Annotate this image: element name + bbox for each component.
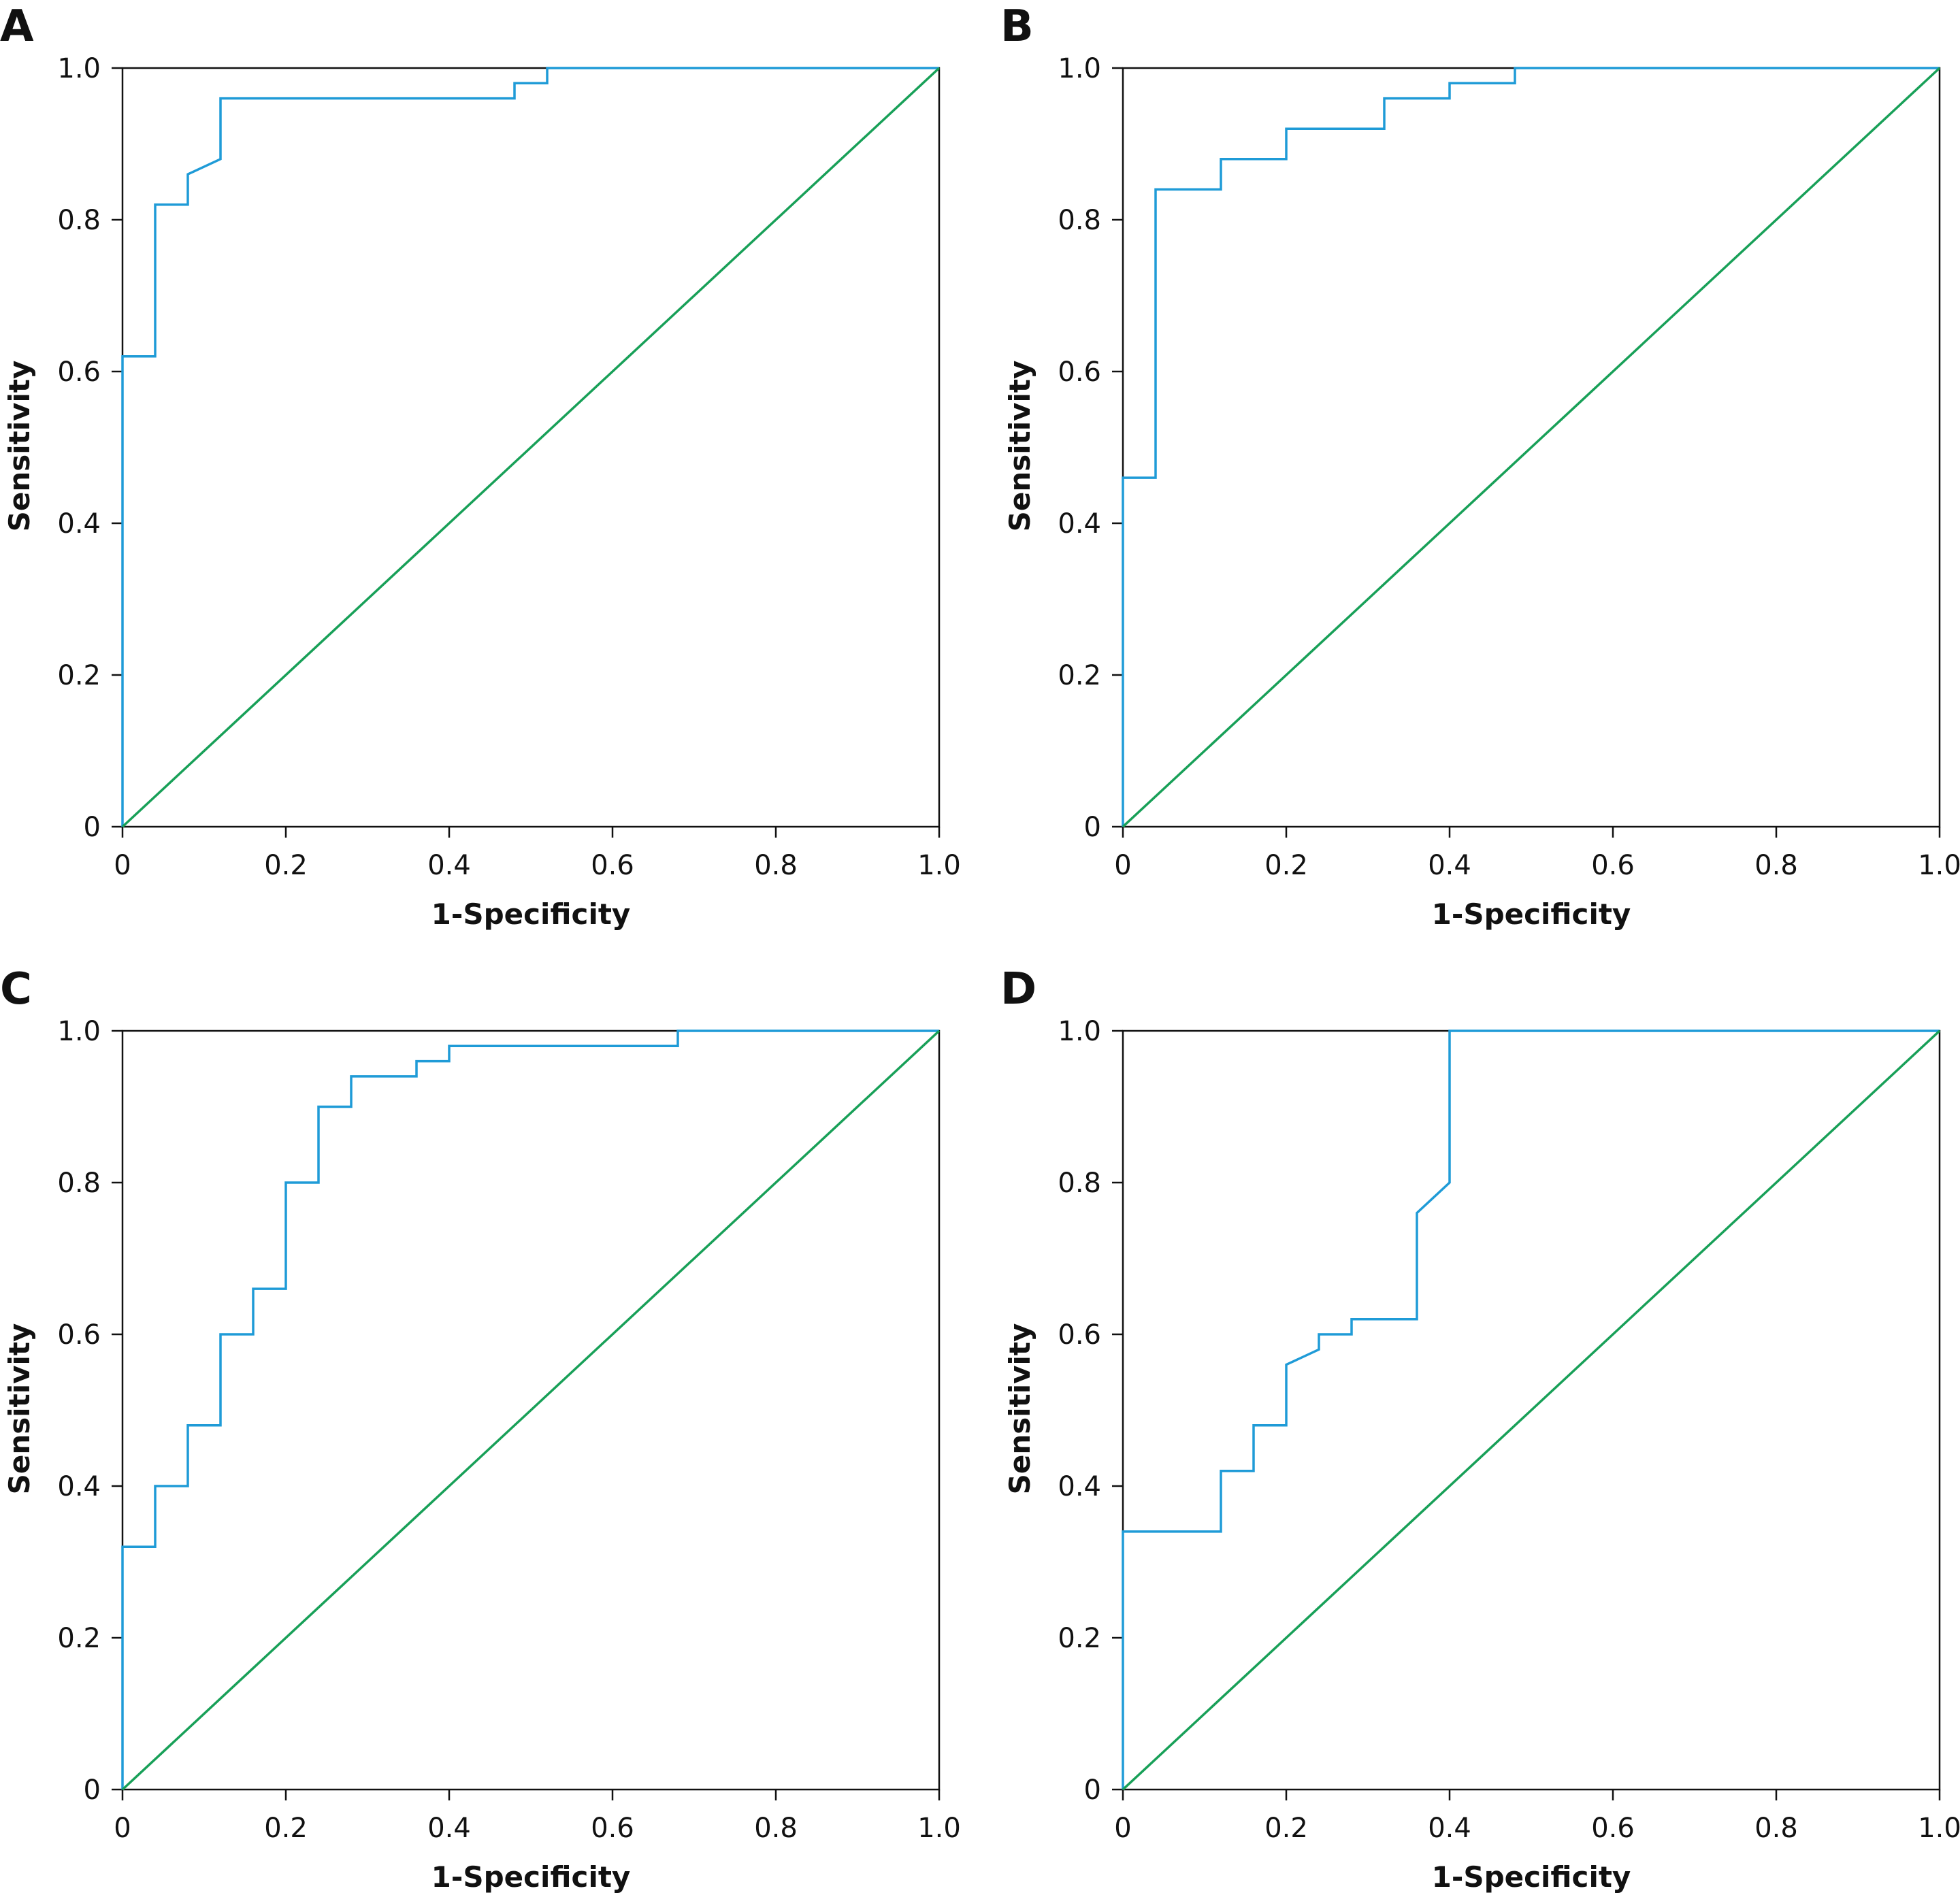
x-tick-label-a-0: 0 [114,850,131,881]
y-axis-title-a: Sensitivity [3,361,36,532]
y-tick-label-a-1: 0.2 [57,660,101,691]
reference-diagonal-d [1122,1029,1941,1791]
y-axis-title-b: Sensitivity [1003,361,1036,532]
panel-label-c: C [0,964,32,1015]
x-tick-label-b-2: 0.4 [1428,850,1471,881]
plot-frame-c [121,1029,941,1791]
y-axis-title-c: Sensitivity [3,1323,36,1495]
y-tick-label-d-3: 0.6 [1058,1319,1101,1351]
x-tick-label-d-2: 0.4 [1428,1813,1471,1844]
y-tick-label-c-3: 0.6 [57,1319,101,1351]
x-tick-label-d-4: 0.8 [1754,1813,1798,1844]
x-tick-label-b-3: 0.6 [1591,850,1635,881]
x-tick-label-a-3: 0.6 [591,850,634,881]
x-tick-label-c-2: 0.4 [427,1813,471,1844]
x-tick-label-b-1: 0.2 [1264,850,1308,881]
x-axis-title-a: 1-Specificity [431,897,631,931]
x-axis-title-d: 1-Specificity [1432,1860,1631,1894]
y-tick-label-b-5: 1.0 [1058,53,1101,84]
x-tick-label-d-0: 0 [1114,1813,1131,1844]
x-tick-label-b-4: 0.8 [1754,850,1798,881]
x-tick-label-a-4: 0.8 [754,850,798,881]
y-axis-title-d: Sensitivity [1003,1323,1036,1495]
roc-curve-d [1122,1029,1940,1790]
x-tick-label-c-1: 0.2 [264,1813,308,1844]
y-tick-label-d-5: 1.0 [1058,1016,1101,1047]
y-tick-label-a-3: 0.6 [57,357,101,388]
y-tick-label-d-0: 0 [1084,1775,1101,1806]
x-tick-label-a-2: 0.4 [427,850,471,881]
y-tick-label-a-4: 0.8 [57,205,101,236]
y-tick-label-c-1: 0.2 [57,1623,101,1654]
x-axis-title-b: 1-Specificity [1432,897,1631,931]
x-tick-label-d-5: 1.0 [1918,1813,1960,1844]
y-tick-label-a-2: 0.4 [57,508,101,540]
reference-diagonal-c [121,1029,941,1791]
panel-label-d: D [1000,964,1036,1015]
panel-label-b: B [1000,1,1034,52]
y-tick-label-b-3: 0.6 [1058,357,1101,388]
roc-curve-a [121,67,939,827]
y-tick-label-b-0: 0 [1084,812,1101,843]
x-tick-label-c-4: 0.8 [754,1813,798,1844]
x-tick-label-a-5: 1.0 [917,850,961,881]
y-tick-label-a-5: 1.0 [57,53,101,84]
y-tick-label-b-2: 0.4 [1058,508,1101,540]
y-tick-label-d-1: 0.2 [1058,1623,1101,1654]
y-tick-label-b-4: 0.8 [1058,205,1101,236]
y-tick-label-c-5: 1.0 [57,1016,101,1047]
x-tick-label-d-1: 0.2 [1264,1813,1308,1844]
reference-diagonal-b [1122,67,1941,828]
roc-curve-c [121,1029,939,1790]
y-tick-label-d-2: 0.4 [1058,1471,1101,1502]
x-tick-label-a-1: 0.2 [264,850,308,881]
y-tick-label-d-4: 0.8 [1058,1168,1101,1199]
x-tick-label-d-3: 0.6 [1591,1813,1635,1844]
y-tick-label-b-1: 0.2 [1058,660,1101,691]
x-tick-label-c-3: 0.6 [591,1813,634,1844]
x-tick-label-b-0: 0 [1114,850,1131,881]
x-tick-label-c-0: 0 [114,1813,131,1844]
y-tick-label-a-0: 0 [84,812,101,843]
y-tick-label-c-4: 0.8 [57,1168,101,1199]
roc-curve-b [1122,67,1940,827]
panel-label-a: A [0,1,34,52]
x-tick-label-c-5: 1.0 [917,1813,961,1844]
x-axis-title-c: 1-Specificity [431,1860,631,1894]
reference-diagonal-a [121,67,941,828]
x-tick-label-b-5: 1.0 [1918,850,1960,881]
y-tick-label-c-2: 0.4 [57,1471,101,1502]
y-tick-label-c-0: 0 [84,1775,101,1806]
